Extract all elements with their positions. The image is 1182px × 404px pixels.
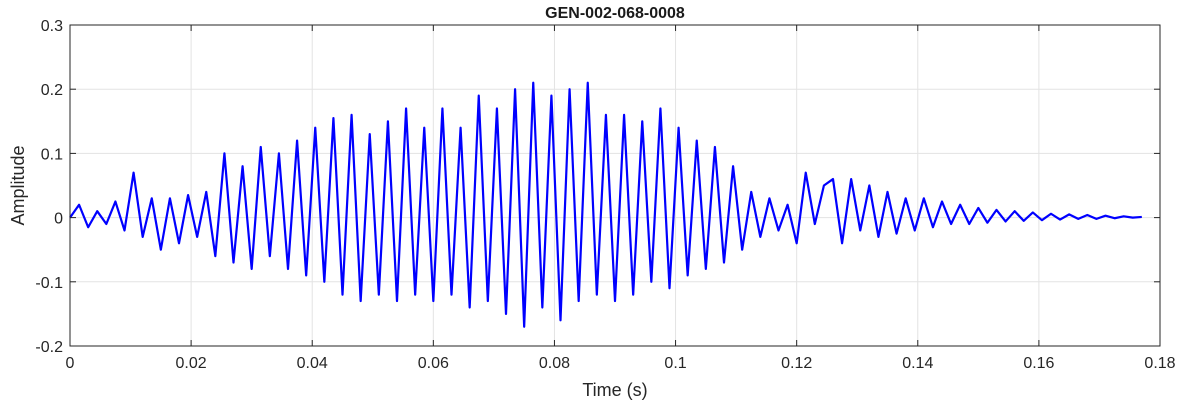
chart-title: GEN-002-068-0008 <box>545 5 685 22</box>
y-tick-label: 0.2 <box>41 82 63 99</box>
x-axis-label: Time (s) <box>582 380 647 400</box>
series-layer <box>69 81 1142 328</box>
plot-frame <box>69 24 1161 347</box>
y-axis-label: Amplitude <box>8 145 28 225</box>
x-tick-label: 0.02 <box>176 355 207 372</box>
x-tick-label: 0.08 <box>539 355 570 372</box>
x-tick-label: 0.14 <box>902 355 933 372</box>
x-tick-label: 0.16 <box>1023 355 1054 372</box>
y-tick-label: 0.3 <box>41 18 63 35</box>
x-tick-label: 0.18 <box>1144 355 1175 372</box>
x-tick-label: 0 <box>66 355 75 372</box>
y-tick-label: 0 <box>54 211 63 228</box>
y-tick-label: -0.1 <box>35 275 63 292</box>
x-tick-label: 0.06 <box>418 355 449 372</box>
y-tick-label: 0.1 <box>41 146 63 163</box>
x-tick-label: 0.12 <box>781 355 812 372</box>
amplitude-series-line <box>69 81 1142 328</box>
y-tick-label: -0.2 <box>35 339 63 356</box>
x-tick-label: 0.04 <box>297 355 328 372</box>
tick-layer: 0 0.02 0.04 0.06 0.08 0.1 0.12 0.14 0.16 0.18 -0.2… <box>35 18 1175 372</box>
x-tick-label: 0.1 <box>664 355 686 372</box>
